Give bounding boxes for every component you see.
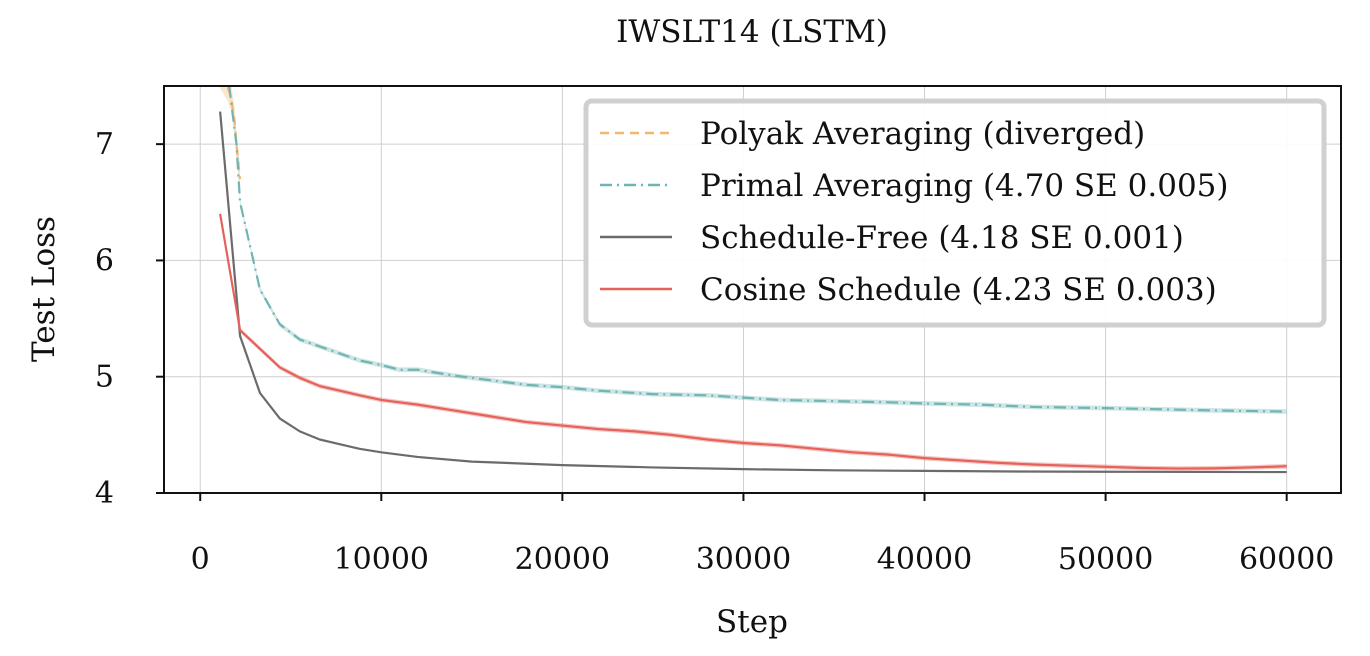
x-axis: 0 10000 20000 30000 40000 50000 60000 <box>191 493 1334 577</box>
series-lines <box>219 86 1287 474</box>
legend-label: Primal Averaging (4.70 SE 0.005) <box>700 168 1228 204</box>
plot-frame <box>163 85 1342 494</box>
legend-box <box>583 98 1327 328</box>
y-axis-label: Test Loss <box>26 216 62 362</box>
x-tick-label: 20000 <box>515 542 610 577</box>
y-axis: 4 5 6 7 <box>95 127 164 511</box>
series-4-line <box>219 213 1287 470</box>
series-3-line <box>219 111 1287 474</box>
x-tick-label: 30000 <box>696 542 791 577</box>
chart-title: IWSLT14 (LSTM) <box>616 14 888 50</box>
x-tick-label: 0 <box>191 542 210 577</box>
x-tick-label: 40000 <box>877 542 972 577</box>
x-tick-label: 60000 <box>1239 542 1334 577</box>
y-tick-label: 7 <box>95 127 114 162</box>
x-tick-label: 10000 <box>334 542 429 577</box>
legend: Polyak Averaging (diverged) Primal Averag… <box>583 98 1327 328</box>
legend-label: Schedule-Free (4.18 SE 0.001) <box>700 220 1184 256</box>
x-axis-label: Step <box>716 604 788 640</box>
y-tick-label: 4 <box>95 476 114 511</box>
legend-label: Cosine Schedule (4.23 SE 0.003) <box>700 272 1217 308</box>
series-1-band <box>220 86 241 193</box>
x-tick-label: 50000 <box>1058 542 1153 577</box>
y-tick-label: 5 <box>95 360 114 395</box>
y-tick-label: 6 <box>95 243 114 278</box>
legend-label: Polyak Averaging (diverged) <box>700 116 1145 152</box>
series-2-line <box>228 86 1287 413</box>
